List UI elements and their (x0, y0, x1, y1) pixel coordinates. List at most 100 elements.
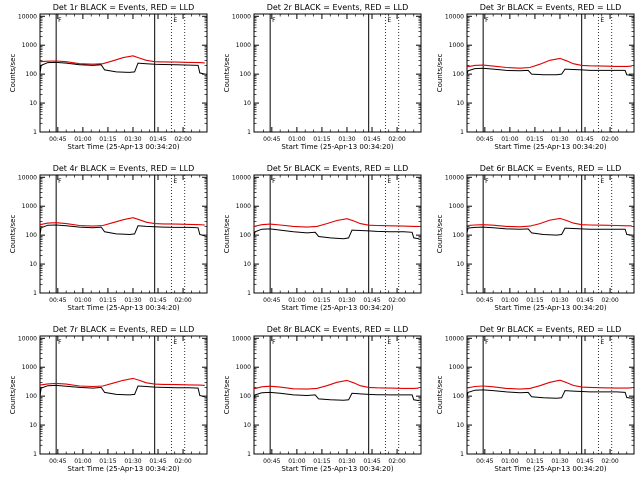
x-tick-label: 01:00 (74, 136, 91, 143)
y-tick-label: 10000 (445, 335, 464, 342)
panel-title: Det 7r BLACK = Events, RED = LLD (53, 325, 195, 334)
plot-frame (466, 13, 635, 133)
panel-det-5: Det 5r BLACK = Events, RED = LLD 1 10 100 10… (223, 164, 422, 312)
y-tick-label: 100 (240, 71, 252, 78)
x-tick-label: 01:30 (124, 136, 141, 143)
x-tick-label: 02:00 (388, 297, 405, 304)
flag-letter-right: E (600, 178, 604, 185)
x-tick-label: 01:45 (149, 297, 166, 304)
y-tick-label: 1 (460, 290, 464, 297)
y-tick-label: 1000 (449, 364, 464, 371)
panel-det-7: Det 7r BLACK = Events, RED = LLD 1 10 100 10… (9, 325, 208, 473)
x-axis-label: Start Time (25-Apr-13 00:34:20) (67, 143, 179, 151)
flag-letter-left: F (58, 17, 62, 24)
events-series-line (253, 391, 419, 402)
panel-det-4: Det 4r BLACK = Events, RED = LLD 1 10 100 10… (9, 164, 208, 312)
x-tick-label: 01:45 (363, 458, 380, 465)
x-axis-label: Start Time (25-Apr-13 00:34:20) (281, 143, 393, 151)
x-tick-label: 02:00 (388, 458, 405, 465)
flag-letter-left: F (58, 178, 62, 185)
y-axis-label: Counts/sec (223, 376, 231, 415)
x-tick-label: 01:00 (501, 136, 518, 143)
y-tick-label: 100 (453, 71, 465, 78)
y-axis-label: Counts/sec (436, 215, 444, 254)
y-tick-label: 10 (29, 422, 37, 429)
x-tick-label: 01:30 (124, 458, 141, 465)
x-tick-label: 02:00 (174, 297, 191, 304)
flag-letter-right: E (387, 178, 391, 185)
x-tick-label: 01:15 (526, 136, 543, 143)
y-tick-label: 100 (26, 71, 38, 78)
y-tick-label: 1000 (449, 203, 464, 210)
y-tick-label: 10000 (18, 13, 37, 20)
y-tick-label: 1000 (449, 42, 464, 49)
x-tick-label: 01:00 (288, 136, 305, 143)
x-tick-label: 02:00 (174, 458, 191, 465)
y-tick-label: 1 (33, 290, 37, 297)
flag-letter-right: E (387, 17, 391, 24)
y-tick-label: 1 (247, 129, 251, 136)
y-tick-label: 10 (243, 100, 251, 107)
events-series-line (466, 389, 632, 399)
x-tick-label: 01:30 (551, 458, 568, 465)
y-tick-label: 100 (240, 393, 252, 400)
x-tick-label: 00:45 (49, 458, 66, 465)
x-tick-label: 01:45 (149, 458, 166, 465)
x-axis-label: Start Time (25-Apr-13 00:34:20) (494, 465, 606, 473)
y-axis-label: Counts/sec (436, 54, 444, 93)
x-tick-label: 02:00 (601, 297, 618, 304)
y-tick-label: 10 (456, 261, 464, 268)
x-tick-label: 02:00 (174, 136, 191, 143)
lld-series-line (39, 377, 205, 388)
events-series-line (466, 226, 632, 236)
x-tick-label: 00:45 (476, 136, 493, 143)
y-axis-label: Counts/sec (9, 54, 17, 93)
y-tick-label: 10 (29, 100, 37, 107)
plot-frame (39, 13, 208, 133)
x-tick-label: 01:15 (99, 136, 116, 143)
y-axis-label: Counts/sec (223, 54, 231, 93)
x-tick-label: 02:00 (388, 136, 405, 143)
lld-series-line (39, 217, 205, 227)
panel-title: Det 8r BLACK = Events, RED = LLD (267, 325, 409, 334)
y-tick-label: 10 (243, 422, 251, 429)
y-axis-label: Counts/sec (9, 376, 17, 415)
x-tick-label: 01:45 (576, 136, 593, 143)
y-tick-label: 10000 (18, 174, 37, 181)
panel-title: Det 9r BLACK = Events, RED = LLD (480, 325, 622, 334)
x-tick-label: 01:15 (313, 297, 330, 304)
panel-det-6: Det 6r BLACK = Events, RED = LLD 1 10 100 10… (436, 164, 635, 312)
x-tick-label: 01:30 (338, 297, 355, 304)
panel-det-3: Det 3r BLACK = Events, RED = LLD 1 10 100 10… (436, 3, 635, 151)
lld-series-line (466, 57, 632, 69)
y-tick-label: 1 (33, 451, 37, 458)
x-tick-label: 00:45 (49, 297, 66, 304)
flag-letter-left: F (58, 339, 62, 346)
flag-letter-left: F (272, 178, 276, 185)
x-axis-label: Start Time (25-Apr-13 00:34:20) (494, 143, 606, 151)
y-axis-label: Counts/sec (9, 215, 17, 254)
plot-frame (466, 335, 635, 455)
x-tick-label: 01:00 (74, 458, 91, 465)
y-tick-label: 10000 (445, 174, 464, 181)
y-tick-label: 1000 (236, 203, 251, 210)
flag-letter-left: F (485, 339, 489, 346)
flag-letter-right: E (173, 178, 177, 185)
panel-title: Det 4r BLACK = Events, RED = LLD (53, 164, 195, 173)
y-tick-label: 100 (26, 393, 38, 400)
x-tick-label: 01:30 (551, 297, 568, 304)
x-axis-label: Start Time (25-Apr-13 00:34:20) (494, 304, 606, 312)
panel-title: Det 2r BLACK = Events, RED = LLD (267, 3, 409, 12)
flag-letter-left: F (272, 17, 276, 24)
panel-det-1: Det 1r BLACK = Events, RED = LLD 1 10 100 10… (9, 3, 208, 151)
y-axis-label: Counts/sec (436, 376, 444, 415)
x-tick-label: 01:15 (313, 136, 330, 143)
y-tick-label: 10 (29, 261, 37, 268)
x-tick-label: 00:45 (263, 458, 280, 465)
y-tick-label: 10 (243, 261, 251, 268)
flag-letter-left: F (272, 339, 276, 346)
x-tick-label: 01:30 (338, 136, 355, 143)
flag-letter-right: E (600, 17, 604, 24)
